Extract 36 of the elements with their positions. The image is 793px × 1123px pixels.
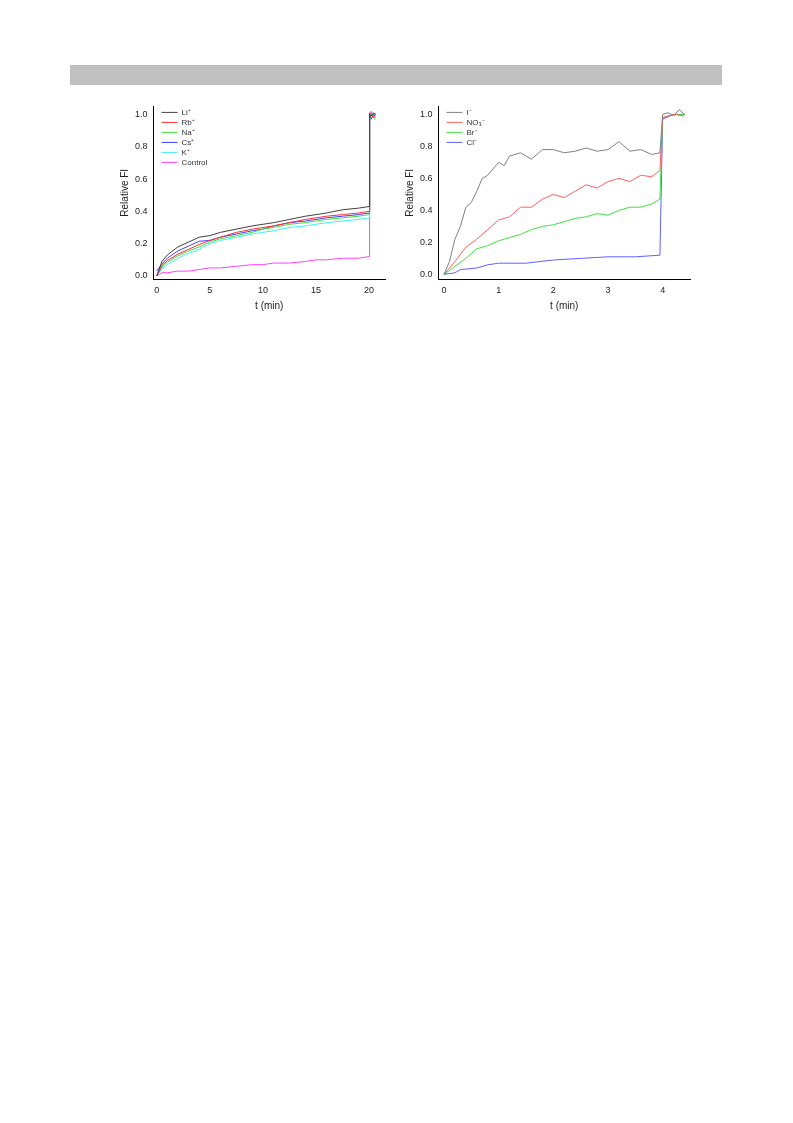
legend-label: Rb⁺ xyxy=(181,117,195,127)
legend-label: Li⁺ xyxy=(181,107,191,117)
x-tick-label: 3 xyxy=(605,285,611,296)
x-axis-title: t (min) xyxy=(550,299,579,311)
x-tick-label: 2 xyxy=(550,285,556,296)
legend-label: Control xyxy=(181,157,208,167)
legend-label: K⁺ xyxy=(181,147,190,157)
x-tick-label: 20 xyxy=(364,285,375,296)
x-axis-title: t (min) xyxy=(255,299,284,311)
x-tick-label: 10 xyxy=(257,285,268,296)
legend-label: I⁻ xyxy=(466,107,472,117)
y-tick-label: 0.4 xyxy=(420,204,433,215)
legend-label: NO₃⁻ xyxy=(466,117,485,127)
legend-label: Na⁺ xyxy=(181,127,195,137)
y-tick-label: 0.2 xyxy=(135,238,148,249)
x-tick-label: 5 xyxy=(207,285,213,296)
y-tick-label: 1.0 xyxy=(420,108,433,119)
y-tick-label: 0.2 xyxy=(420,236,433,247)
y-tick-label: 0.8 xyxy=(420,140,433,151)
y-tick-label: 0.4 xyxy=(135,205,148,216)
legend-label: Br⁻ xyxy=(466,127,478,137)
y-tick-label: 0.0 xyxy=(135,270,148,281)
y-axis-title: Relative FI xyxy=(403,168,415,217)
x-tick-label: 0 xyxy=(154,285,160,296)
y-tick-label: 0.0 xyxy=(420,268,433,279)
x-tick-label: 4 xyxy=(660,285,666,296)
y-tick-label: 0.6 xyxy=(135,173,148,184)
y-axis-title: Relative FI xyxy=(118,168,130,217)
x-tick-label: 0 xyxy=(441,285,447,296)
y-tick-label: 1.0 xyxy=(135,108,148,119)
y-tick-label: 0.8 xyxy=(135,141,148,152)
x-tick-label: 1 xyxy=(496,285,502,296)
y-tick-label: 0.6 xyxy=(420,172,433,183)
legend-label: Cs⁺ xyxy=(181,137,195,147)
x-tick-label: 15 xyxy=(310,285,321,296)
legend-label: Cl⁻ xyxy=(466,137,478,147)
